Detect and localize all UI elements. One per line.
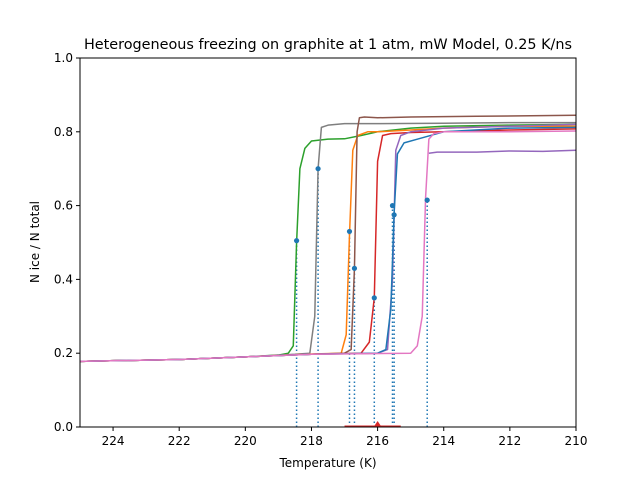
x-axis-label: Temperature (K) <box>278 456 376 470</box>
series-line-7 <box>80 130 576 363</box>
x-tick-label-1: 222 <box>168 434 191 448</box>
x-tick-label-4: 216 <box>366 434 389 448</box>
plot-area: 224 222 220 218 216 214 212 210 0.0 0.2 0.4 0.6 0.8 1… <box>54 51 588 448</box>
marker-point-0 <box>293 238 300 244</box>
marker-point-5 <box>389 203 396 209</box>
y-tick-label-4: 0.8 <box>54 125 73 139</box>
bottom-marker-peak <box>373 421 382 427</box>
y-tick-label-2: 0.4 <box>54 272 73 286</box>
marker-point-1 <box>315 166 321 172</box>
marker-point-4 <box>371 295 377 301</box>
y-tick-label-0: 0.0 <box>54 420 73 434</box>
marker-point-3 <box>351 265 358 271</box>
chart-title: Heterogeneous freezing on graphite at 1 … <box>84 37 572 53</box>
marker-point-6 <box>391 212 397 218</box>
y-tick-label-1: 0.2 <box>54 346 73 360</box>
axes-frame <box>79 57 577 428</box>
x-tick-label-5: 214 <box>432 434 455 448</box>
y-axis-label: N ice / N total <box>28 201 42 283</box>
marker-point-7 <box>424 197 430 203</box>
x-tick-label-6: 212 <box>498 434 521 448</box>
x-tick-label-3: 218 <box>300 434 323 448</box>
plot-content <box>80 114 576 427</box>
y-tick-label-3: 0.6 <box>54 199 73 213</box>
series-line-8 <box>428 149 576 154</box>
marker-point-2 <box>346 228 353 235</box>
x-tick-label-7: 210 <box>565 434 588 448</box>
y-tick-label-5: 1.0 <box>54 51 73 65</box>
x-tick-label-2: 220 <box>234 434 257 448</box>
x-tick-label-0: 224 <box>102 434 125 448</box>
